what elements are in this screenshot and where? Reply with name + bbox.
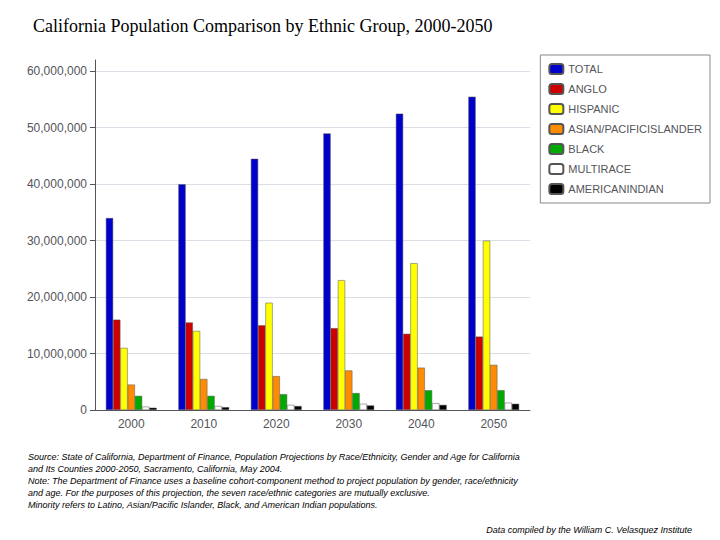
svg-text:Note: The Department of Financ: Note: The Department of Finance uses a b…	[28, 476, 518, 486]
svg-text:and age. For the purposes of t: and age. For the purposes of this projec…	[28, 488, 430, 498]
svg-text:2010: 2010	[190, 417, 217, 431]
svg-text:AMERICANINDIAN: AMERICANINDIAN	[568, 183, 663, 195]
svg-text:0: 0	[80, 403, 87, 417]
svg-text:HISPANIC: HISPANIC	[568, 103, 619, 115]
svg-text:2050: 2050	[480, 417, 507, 431]
svg-text:40,000,000: 40,000,000	[27, 177, 87, 191]
svg-text:2000: 2000	[118, 417, 145, 431]
svg-text:30,000,000: 30,000,000	[27, 234, 87, 248]
svg-text:ANGLO: ANGLO	[568, 83, 607, 95]
svg-text:Data compiled by the William C: Data compiled by the William C. Velasque…	[486, 525, 692, 535]
svg-text:10,000,000: 10,000,000	[27, 347, 87, 361]
svg-text:60,000,000: 60,000,000	[27, 64, 87, 78]
svg-text:BLACK: BLACK	[568, 143, 605, 155]
svg-text:TOTAL: TOTAL	[568, 63, 602, 75]
svg-text:20,000,000: 20,000,000	[27, 290, 87, 304]
svg-text:ASIAN/PACIFICISLANDER: ASIAN/PACIFICISLANDER	[568, 123, 702, 135]
svg-text:California Population Comparis: California Population Comparison by Ethn…	[33, 16, 492, 36]
svg-text:50,000,000: 50,000,000	[27, 121, 87, 135]
svg-text:MULTIRACE: MULTIRACE	[568, 163, 631, 175]
svg-text:2020: 2020	[263, 417, 290, 431]
svg-text:2030: 2030	[335, 417, 362, 431]
svg-text:Minority refers to Latino, Asi: Minority refers to Latino, Asian/Pacific…	[28, 500, 378, 510]
svg-text:and Its Counties 2000-2050, Sa: and Its Counties 2000-2050, Sacramento, …	[28, 464, 282, 474]
svg-text:Source: State of California, D: Source: State of California, Department …	[28, 452, 520, 462]
svg-text:2040: 2040	[408, 417, 435, 431]
